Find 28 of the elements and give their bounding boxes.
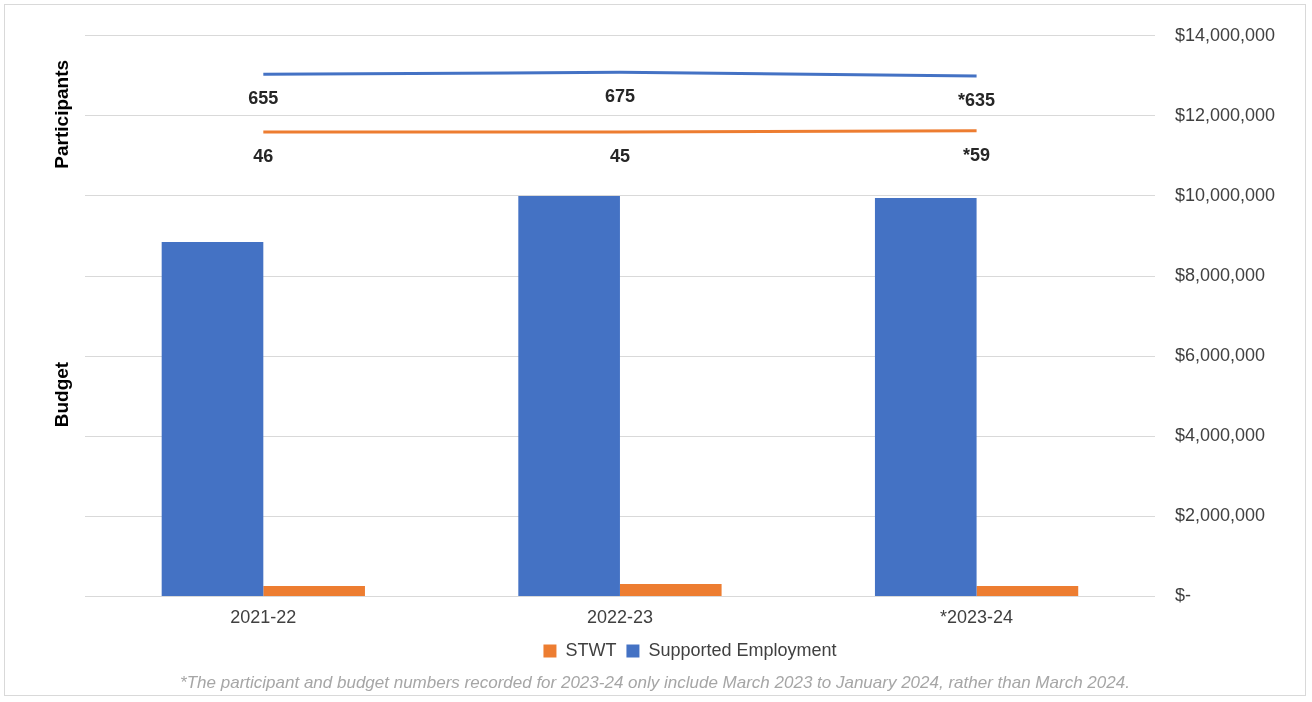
legend-label: Supported Employment [648,639,837,660]
bar [874,197,977,596]
y-tick-label: $8,000,000 [1174,265,1265,286]
x-tick-label: 2021-22 [230,607,297,628]
bar [161,242,264,596]
x-tick-label: 2022-23 [586,607,653,628]
y-tick-label: $2,000,000 [1174,505,1265,526]
y-tick-label: $14,000,000 [1174,24,1276,45]
bar [518,195,620,596]
data-label: 675 [604,86,635,107]
text: *The participant and budget numbers recorded for 2023-24 only include March 2023 to January 2024, rather than March 2024. [179,673,1131,693]
y-tick-label: $4,000,000 [1174,425,1265,446]
data-label: *59 [963,144,991,165]
x-tick-label: *2023-24 [940,607,1014,628]
y-tick-label: $- [1174,585,1191,606]
bar [619,583,722,596]
y-axis-title: Budget [51,361,73,428]
bar [976,585,1079,596]
data-label: 45 [609,146,630,167]
y-tick-label: $10,000,000 [1174,184,1276,205]
data-label: 655 [248,88,279,109]
y2-axis-title: Participants [51,59,73,169]
bar [263,585,365,596]
y-tick-label: $6,000,000 [1174,345,1265,366]
data-label: 46 [253,145,274,166]
data-label: *635 [958,90,996,111]
y-tick-label: $12,000,000 [1174,104,1276,125]
legend-label: STWT [565,639,617,660]
